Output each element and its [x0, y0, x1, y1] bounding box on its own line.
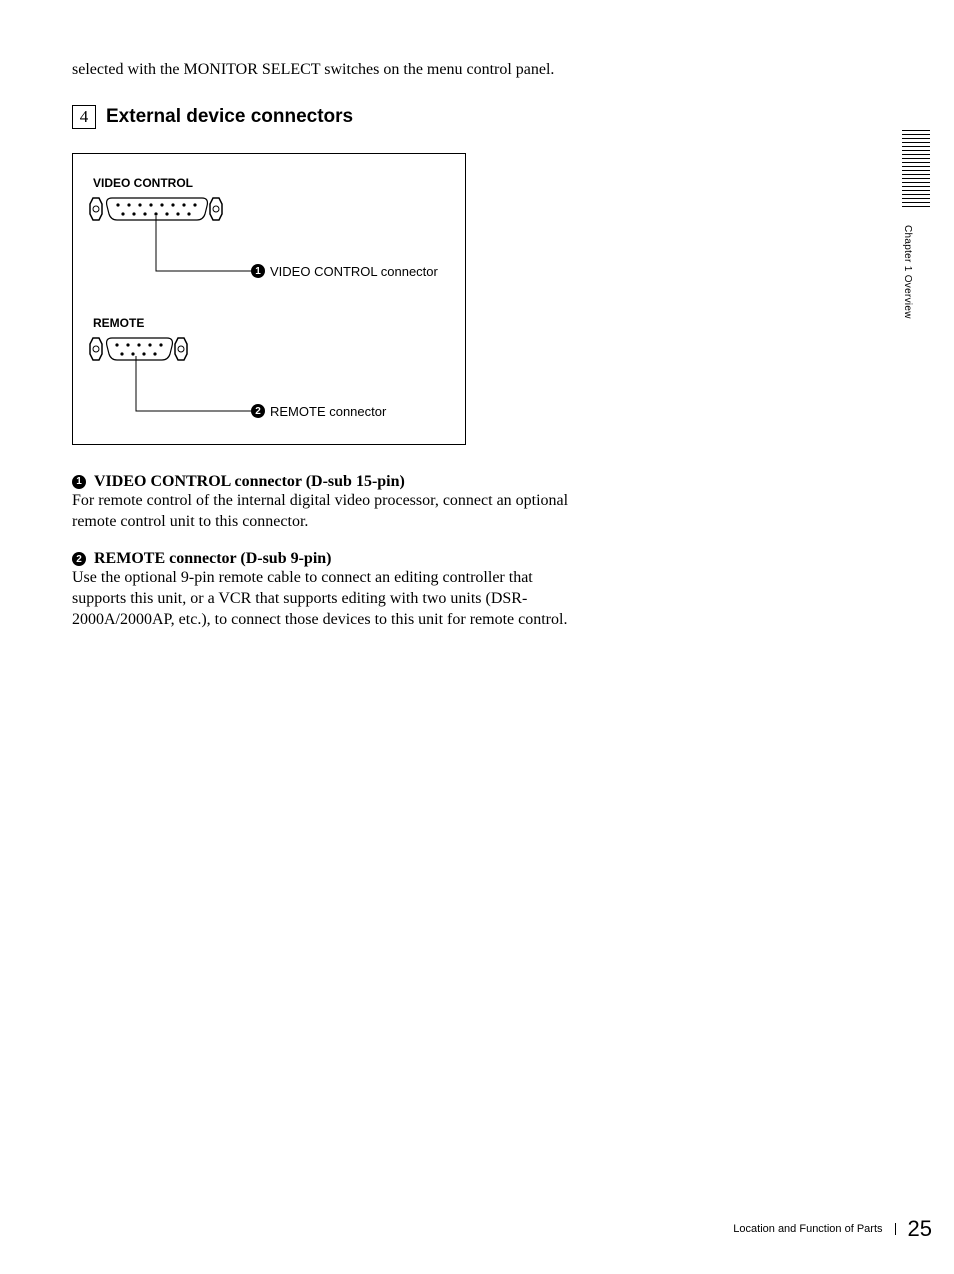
- callout-1: 1 VIDEO CONTROL connector: [251, 264, 438, 279]
- section-heading: 4 External device connectors: [72, 105, 572, 129]
- connector-diagram: VIDEO CONTROL 1 VIDEO CONTROL connector: [72, 153, 466, 445]
- desc-2-number-icon: 2: [72, 552, 86, 566]
- callout-1-number-icon: 1: [251, 264, 265, 278]
- footer-section-title: Location and Function of Parts: [733, 1223, 895, 1235]
- video-control-label: VIDEO CONTROL: [93, 176, 193, 190]
- document-page: selected with the MONITOR SELECT switche…: [0, 0, 954, 1274]
- side-chapter-label: Chapter 1 Overview: [902, 225, 913, 319]
- callout-2-text: REMOTE connector: [270, 404, 386, 419]
- page-footer: Location and Function of Parts 25: [733, 1216, 932, 1242]
- description-heading-2: 2 REMOTE connector (D-sub 9-pin): [72, 550, 572, 568]
- desc-1-title: VIDEO CONTROL connector (D-sub 15-pin): [94, 473, 405, 491]
- section-title: External device connectors: [106, 106, 353, 128]
- side-tab: Chapter 1 Overview: [902, 130, 932, 319]
- description-heading-1: 1 VIDEO CONTROL connector (D-sub 15-pin): [72, 473, 572, 491]
- intro-paragraph: selected with the MONITOR SELECT switche…: [72, 60, 572, 81]
- desc-1-number-icon: 1: [72, 475, 86, 489]
- description-item: 2 REMOTE connector (D-sub 9-pin) Use the…: [72, 550, 572, 630]
- desc-2-title: REMOTE connector (D-sub 9-pin): [94, 550, 332, 568]
- callout-2: 2 REMOTE connector: [251, 404, 386, 419]
- desc-1-body: For remote control of the internal digit…: [72, 491, 572, 533]
- side-thumb-lines-icon: [902, 130, 930, 207]
- section-number-box: 4: [72, 105, 96, 129]
- description-item: 1 VIDEO CONTROL connector (D-sub 15-pin)…: [72, 473, 572, 533]
- callout-line-2-icon: [133, 356, 263, 418]
- descriptions: 1 VIDEO CONTROL connector (D-sub 15-pin)…: [72, 473, 572, 631]
- footer-page-number: 25: [896, 1216, 932, 1242]
- desc-2-body: Use the optional 9-pin remote cable to c…: [72, 568, 572, 630]
- main-content: selected with the MONITOR SELECT switche…: [72, 60, 572, 649]
- remote-label: REMOTE: [93, 316, 144, 330]
- callout-1-text: VIDEO CONTROL connector: [270, 264, 438, 279]
- callout-2-number-icon: 2: [251, 404, 265, 418]
